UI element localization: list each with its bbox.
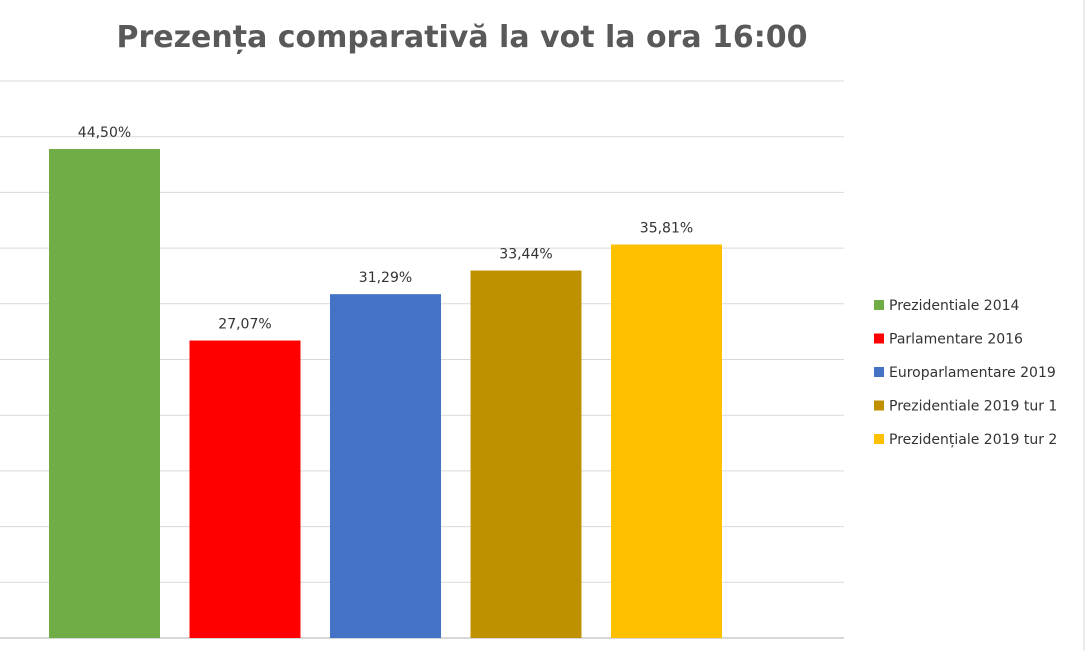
data-label-4: 33,44% <box>499 247 552 263</box>
legend-swatch-5 <box>874 434 884 444</box>
legend-label-5: Prezidențiale 2019 tur 2 <box>889 432 1057 448</box>
bar-3 <box>330 294 441 638</box>
bar-5 <box>611 244 722 638</box>
legend-swatch-2 <box>874 333 884 344</box>
legend-label-1: Prezidentiale 2014 <box>889 298 1020 314</box>
data-label-3: 31,29% <box>359 270 412 286</box>
data-label-1: 44,50% <box>78 125 131 141</box>
legend-label-3: Europarlamentare 2019 <box>889 365 1056 381</box>
legend-swatch-4 <box>874 400 884 411</box>
data-label-5: 35,81% <box>640 220 693 236</box>
bar-2 <box>189 340 301 638</box>
chart-title: Prezența comparativă la vot la ora 16:00 <box>116 20 807 55</box>
bars <box>49 148 722 638</box>
legend-label-2: Parlamentare 2016 <box>889 332 1023 348</box>
data-label-2: 27,07% <box>218 317 271 333</box>
legend: Prezidentiale 2014 Parlamentare 2016 Europ… <box>874 298 1057 448</box>
legend-label-4: Prezidentiale 2019 tur 1 <box>889 399 1057 415</box>
bar-4 <box>470 270 582 638</box>
legend-swatch-1 <box>874 300 884 310</box>
bar-1 <box>49 148 160 638</box>
legend-swatch-3 <box>874 367 884 377</box>
data-labels: 44,50% 27,07% 31,29% 33,44% 35,81% <box>78 125 693 333</box>
